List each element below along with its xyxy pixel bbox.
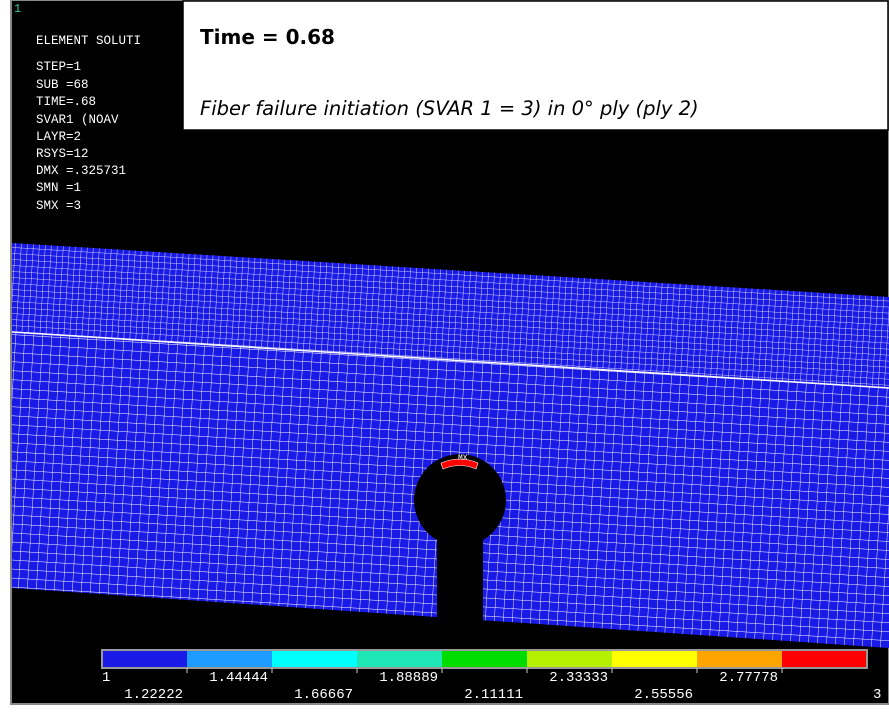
legend-swatch [102, 650, 187, 668]
info-line: SVAR1 (NOAV [36, 113, 119, 127]
info-line: ELEMENT SOLUTI [36, 34, 141, 48]
info-line: RSYS=12 [36, 147, 89, 161]
legend-swatch [612, 650, 697, 668]
annotation-title: Time = 0.68 [200, 25, 335, 49]
annotation-caption: Fiber failure initiation (SVAR 1 = 3) in… [200, 97, 699, 120]
info-line: STEP=1 [36, 60, 81, 74]
legend-label: 2.11111 [464, 687, 523, 703]
info-line: DMX =.325731 [36, 164, 126, 178]
max-label: MX [458, 454, 468, 463]
legend-swatch [527, 650, 612, 668]
legend-swatch [697, 650, 782, 668]
legend-swatch [187, 650, 272, 668]
screen: MX 1 ELEMENT SOLUTI STEP=1 SUB =68 TIME=.68… [0, 0, 889, 713]
legend-label: 2.55556 [634, 687, 693, 703]
legend-label: 1 [102, 670, 110, 686]
info-line: TIME=.68 [36, 95, 96, 109]
legend-swatch [782, 650, 867, 668]
info-line: SMN =1 [36, 181, 81, 195]
legend-swatch [272, 650, 357, 668]
legend-label: 1.22222 [124, 687, 183, 703]
legend-swatch [357, 650, 442, 668]
legend-label: 2.33333 [549, 670, 608, 686]
legend-label: 3 [873, 687, 881, 703]
legend-label: 1.44444 [209, 670, 268, 686]
legend-label: 1.88889 [379, 670, 438, 686]
info-line: SUB =68 [36, 78, 89, 92]
corner-label: 1 [14, 2, 21, 16]
legend-swatch [442, 650, 527, 668]
legend-label: 2.77778 [719, 670, 778, 686]
legend-label: 1.66667 [294, 687, 353, 703]
info-line: SMX =3 [36, 199, 81, 213]
info-line: LAYR=2 [36, 130, 81, 144]
